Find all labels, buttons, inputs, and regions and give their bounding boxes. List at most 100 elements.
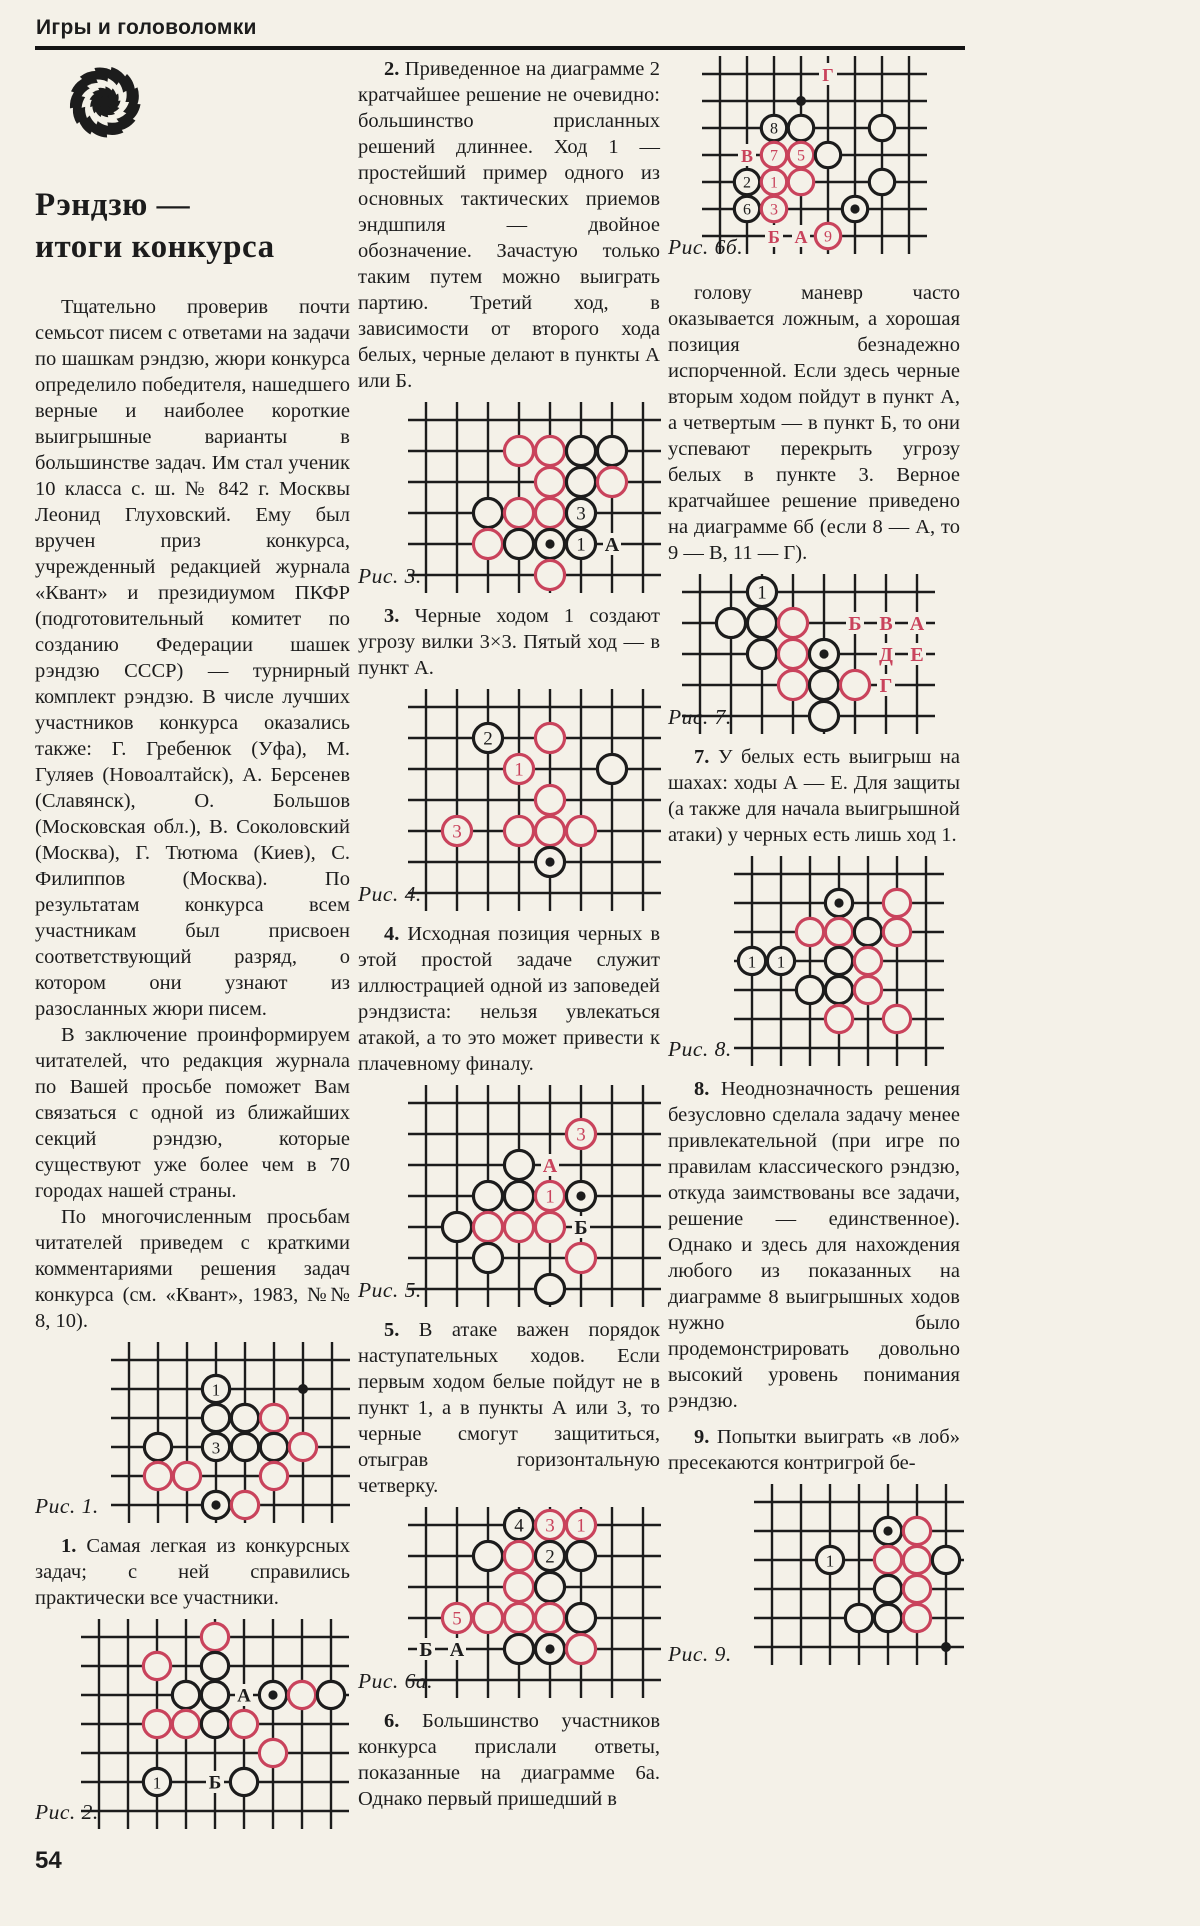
svg-text:Б: Б [574, 1217, 587, 1239]
figure-3-caption: Рис. 3. [358, 564, 422, 588]
renju-diagram-6a: Б А 4 3 12 5 [408, 1507, 661, 1698]
svg-text:1: 1 [576, 535, 586, 556]
figure-9: 1 Рис. 9. [668, 1484, 964, 1666]
svg-text:В: В [741, 146, 753, 166]
point-6-number: 6. [384, 1710, 400, 1732]
svg-text:5: 5 [797, 148, 805, 165]
svg-text:6: 6 [743, 202, 751, 219]
point-1-text: Самая легкая из конкурсных задач; с ней … [35, 1535, 350, 1609]
renju-diagram-9: 1 [754, 1484, 964, 1665]
svg-text:А: А [795, 227, 808, 247]
point-6-paragraph: 6. Большинство участников конкурса присл… [358, 1708, 660, 1812]
spiral-logo-icon [69, 66, 141, 138]
point-7-number: 7. [694, 746, 710, 768]
svg-text:3: 3 [576, 504, 586, 525]
point-5-number: 5. [384, 1319, 400, 1341]
point-3-paragraph: 3. Черные ходом 1 создают угрозу вилки 3… [358, 603, 660, 681]
svg-text:А: А [543, 1155, 558, 1177]
svg-text:А: А [910, 613, 925, 635]
point-3-text: Черные ходом 1 создают угрозу вилки 3×3.… [358, 605, 661, 679]
figure-1-caption: Рис. 1. [35, 1494, 99, 1518]
paragraph-intro: Тщательно проверив почти семьсот писем с… [35, 296, 350, 1020]
point-6-text: Большинство участников конкурса прислали… [358, 1710, 660, 1810]
point-9-paragraph: 9. Попытки выиграть «в лоб» пресекаются … [668, 1424, 960, 1476]
svg-text:Г: Г [822, 65, 833, 85]
point-8-number: 8. [694, 1078, 710, 1100]
figure-6a-caption: Рис. 6а. [358, 1669, 434, 1693]
svg-text:1: 1 [545, 1187, 555, 1208]
svg-text:1: 1 [777, 953, 786, 972]
svg-text:Б: Б [209, 1773, 222, 1794]
point-5-paragraph: 5. В атаке важен порядок наступательных … [358, 1317, 660, 1499]
figure-6b-caption: Рис. 6б. [668, 235, 744, 259]
svg-text:3: 3 [545, 1516, 555, 1537]
svg-text:2: 2 [545, 1547, 555, 1568]
point-5-text: В атаке важен порядок наступательных ход… [358, 1319, 661, 1497]
svg-text:1: 1 [576, 1516, 586, 1537]
svg-text:3: 3 [212, 1439, 221, 1458]
svg-text:4: 4 [514, 1516, 524, 1537]
svg-text:5: 5 [452, 1609, 462, 1630]
renju-diagram-5: А Б 3 1 [408, 1085, 661, 1307]
svg-text:2: 2 [743, 175, 751, 192]
svg-text:3: 3 [452, 822, 462, 843]
point-9-number: 9. [694, 1426, 710, 1448]
svg-text:В: В [879, 613, 892, 635]
svg-text:А: А [605, 534, 620, 556]
svg-text:1: 1 [770, 175, 778, 192]
continuation-paragraph: голову маневр часто оказывается ложным, … [668, 282, 960, 564]
svg-text:9: 9 [824, 229, 832, 246]
point-3-number: 3. [384, 605, 400, 627]
point-8-paragraph: 8. Неоднозначность решения безусловно сд… [668, 1076, 960, 1414]
renju-diagram-3: А3 1 [408, 402, 661, 593]
svg-text:3: 3 [576, 1125, 586, 1146]
article-title: Рэндзю — итоги конкурса [35, 184, 350, 268]
svg-text:8: 8 [770, 121, 778, 138]
point-1-paragraph: 1. Самая легкая из конкурсных задач; с н… [35, 1533, 350, 1611]
point-2-text: Приведенное на диаграмме 2 кратчайшее ре… [358, 58, 661, 392]
figure-4-caption: Рис. 4. [358, 882, 422, 906]
svg-text:1: 1 [514, 760, 524, 781]
renju-diagram-6b: Г В Б А 8 7 5 2 1 6 3 9 [702, 56, 927, 254]
figure-5: А Б 3 1 Рис. 5. [358, 1085, 661, 1307]
figure-5-caption: Рис. 5. [358, 1278, 422, 1302]
point-4-text: Исходная позиция черных в этой простой з… [358, 923, 660, 1075]
left-column: Рэндзю — итоги конкурса Тщательно провер… [35, 56, 350, 1875]
figure-7-caption: Рис. 7. [668, 705, 732, 729]
svg-text:1: 1 [757, 583, 767, 604]
renju-diagram-7: Б В АД ЕГ 1 [682, 574, 935, 734]
point-2-paragraph: 2. Приведенное на диаграмме 2 кратчайшее… [358, 56, 660, 394]
section-header: Игры и головоломки [36, 16, 257, 39]
svg-text:Д: Д [879, 644, 893, 666]
header-rule [35, 46, 965, 50]
point-1-number: 1. [61, 1535, 77, 1557]
svg-text:А: А [450, 1639, 465, 1661]
point-9-text: Попытки выиграть «в лоб» пресекаются кон… [668, 1426, 960, 1474]
svg-text:1: 1 [153, 1774, 162, 1793]
svg-text:Е: Е [910, 644, 923, 666]
renju-diagram-1: 13 [111, 1342, 350, 1523]
svg-text:7: 7 [770, 148, 778, 165]
title-line-1: Рэндзю — [35, 187, 191, 223]
renju-diagram-4: 21 3 [408, 689, 661, 911]
svg-text:1: 1 [826, 1552, 835, 1571]
svg-text:2: 2 [483, 729, 493, 750]
figure-8-caption: Рис. 8. [668, 1037, 732, 1061]
figure-2-caption: Рис. 2. [35, 1800, 99, 1824]
svg-text:3: 3 [770, 202, 778, 219]
point-2-number: 2. [384, 58, 400, 80]
renju-diagram-2: А Б 1 [81, 1619, 349, 1829]
svg-text:1: 1 [212, 1381, 221, 1400]
title-line-2: итоги конкурса [35, 229, 275, 265]
point-7-paragraph: 7. У белых есть выигрыш на шахах: ходы А… [668, 744, 960, 848]
svg-text:Б: Б [419, 1639, 432, 1661]
point-8-text: Неоднозначность решения безусловно сдела… [668, 1078, 960, 1412]
point-4-number: 4. [384, 923, 400, 945]
